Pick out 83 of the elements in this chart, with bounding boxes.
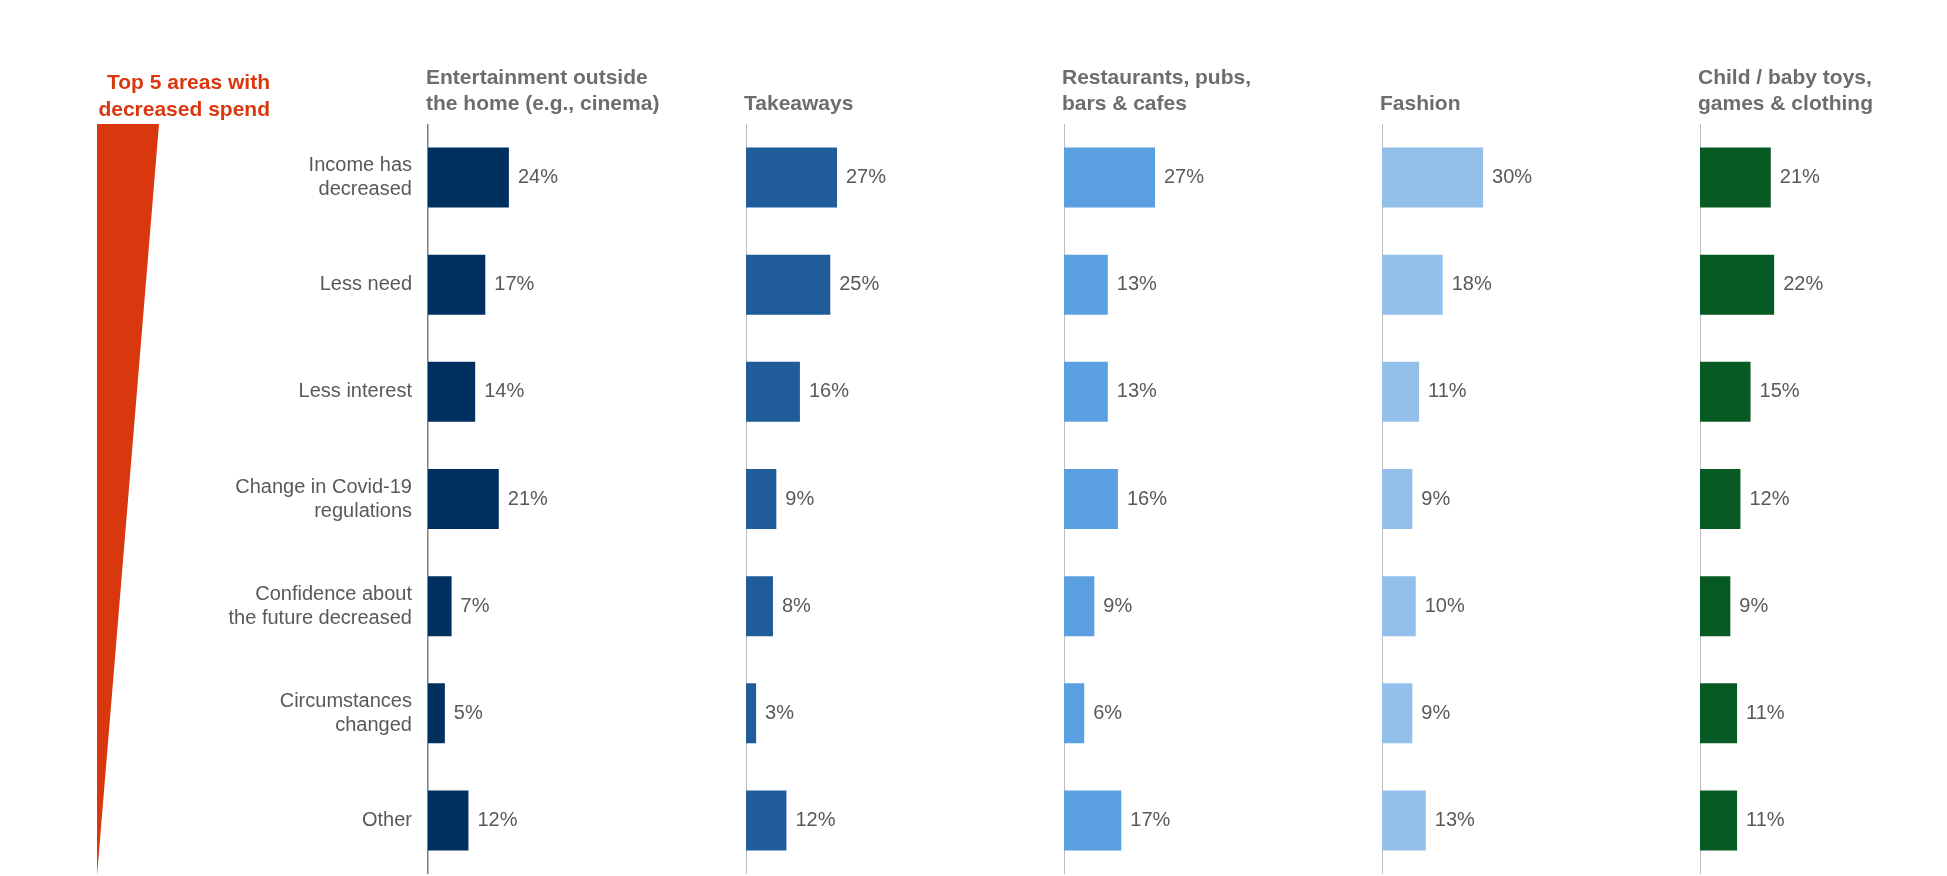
chart-title: Takeaways [744, 90, 855, 116]
bar [1700, 254, 1775, 315]
data-label: 17% [494, 272, 535, 295]
data-label: 12% [477, 807, 518, 830]
bar [1382, 469, 1413, 529]
data-label: 17% [1130, 807, 1171, 830]
data-label: 13% [1116, 272, 1158, 295]
data-label: 9% [1739, 593, 1769, 616]
bar [428, 683, 445, 744]
bar [1700, 790, 1738, 851]
bar [428, 254, 486, 315]
data-label: 16% [1126, 486, 1168, 509]
data-label: 9% [1103, 593, 1133, 616]
y-tick-label: Confidence about the future decreased [228, 581, 413, 628]
data-label: 22% [1783, 272, 1824, 295]
data-label: 21% [507, 486, 549, 509]
bar [1700, 576, 1731, 637]
bar [746, 576, 773, 637]
data-label: 30% [1492, 165, 1533, 188]
bar [1064, 576, 1095, 637]
data-label: 11% [1746, 807, 1785, 830]
data-label: 3% [765, 700, 795, 723]
bar [1382, 361, 1420, 422]
data-label: 9% [1421, 486, 1451, 509]
y-tick-label: Income has decreased [308, 153, 412, 200]
bar [1382, 790, 1426, 851]
bar [1064, 361, 1108, 422]
data-label: 16% [808, 379, 850, 402]
data-label: 27% [845, 165, 887, 188]
data-label: 5% [453, 700, 483, 723]
bar [428, 576, 452, 637]
bar [1382, 254, 1443, 315]
bar [1382, 683, 1413, 744]
bar [1700, 147, 1771, 208]
chart-title: Fashion [1380, 90, 1462, 116]
data-label: 7% [460, 593, 490, 616]
data-label: 25% [839, 272, 880, 295]
y-tick-label: Circumstances changed [279, 688, 412, 735]
bar [746, 361, 800, 422]
bar [746, 790, 787, 851]
bar [746, 683, 757, 744]
bar [1064, 790, 1122, 851]
data-label: 14% [484, 379, 525, 402]
bar [746, 469, 777, 529]
data-label: 12% [1749, 486, 1790, 509]
bar [1064, 683, 1085, 744]
data-label: 11% [1746, 700, 1785, 723]
bar [746, 254, 831, 315]
bar [428, 147, 509, 208]
bar [1064, 254, 1108, 315]
data-label: 24% [517, 165, 559, 188]
bar [1382, 147, 1484, 208]
bar [1700, 361, 1751, 422]
bar [1382, 576, 1416, 637]
bar [1064, 147, 1155, 208]
data-label: 9% [785, 486, 815, 509]
chart-title: Restaurants, pubs, bars & cafes [1062, 64, 1253, 116]
data-label: 18% [1451, 272, 1492, 295]
bar [746, 147, 837, 208]
data-label: 21% [1779, 165, 1821, 188]
bar [1064, 469, 1118, 529]
data-label: 6% [1093, 700, 1123, 723]
bar [428, 469, 499, 529]
bar [428, 361, 476, 422]
data-label: 12% [795, 807, 836, 830]
y-tick-label: Change in Covid-19 regulations [235, 474, 412, 521]
data-label: 27% [1163, 165, 1205, 188]
data-label: 13% [1434, 807, 1476, 830]
data-label: 8% [781, 593, 812, 616]
text: Top 5 areas with decreased spend [97, 69, 270, 122]
data-label: 9% [1421, 700, 1451, 723]
chart-title: Entertainment outside the home (e.g., cinema) [426, 64, 661, 116]
y-tick-label: Other [361, 807, 413, 830]
y-tick-label: Less interest [298, 379, 413, 402]
data-label: 10% [1424, 593, 1465, 616]
data-label: 15% [1759, 379, 1800, 402]
bar [1700, 683, 1738, 744]
bar [428, 790, 469, 851]
y-tick-label: Less need [319, 272, 412, 295]
data-label: 11% [1428, 379, 1467, 402]
chart-title: Child / baby toys, games & clothing [1698, 64, 1875, 116]
bar [1700, 469, 1741, 529]
data-label: 13% [1116, 379, 1158, 402]
